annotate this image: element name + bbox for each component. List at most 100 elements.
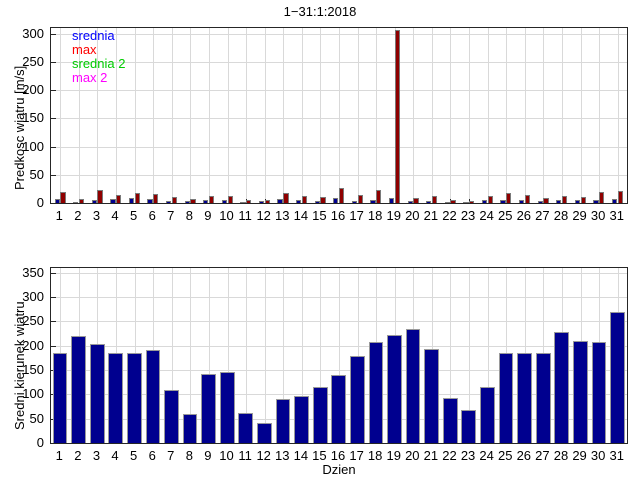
y-axis-tick-label: 300 [22, 289, 44, 305]
bar-Sredni-kierunek-wiatru-day-6 [145, 349, 161, 443]
x-axis-tick-label: 23 [460, 448, 476, 463]
x-axis-tick-label: 25 [497, 208, 513, 223]
x-axis-tick-label: 29 [572, 448, 587, 463]
bar-srednia-day-13 [277, 199, 283, 203]
x-axis-tick-label: 9 [204, 448, 212, 463]
bar-Sredni-kierunek-wiatru-day-12 [257, 423, 272, 443]
x-axis-tick-label: 19 [386, 448, 401, 463]
y-axis-tick-label: 50 [29, 166, 44, 182]
bar-max-day-4 [116, 195, 122, 203]
y-axis-tick-label: 100 [22, 138, 44, 154]
x-axis-tick-label: 20 [405, 208, 420, 223]
bar-max-day-8 [190, 199, 196, 203]
gridline-vertical [302, 268, 303, 443]
wind-speed-legend: srednia max srednia 2 max 2 [72, 29, 125, 85]
x-axis-tick-label: 6 [148, 448, 156, 463]
bar-srednia-day-9 [203, 200, 209, 203]
gridline-vertical [506, 28, 507, 203]
bar-srednia-day-23 [463, 202, 469, 203]
x-axis-tick-label: 14 [293, 208, 309, 223]
bar-max-day-10 [227, 195, 233, 203]
bar-max-day-17 [357, 195, 363, 203]
gridline-vertical [246, 28, 247, 203]
bottom-chart-xlabel: Dzien [322, 462, 356, 477]
bar-max-day-19 [394, 29, 400, 203]
bar-max-day-31 [617, 191, 623, 203]
x-axis-tick-label: 2 [74, 448, 82, 463]
bar-Sredni-kierunek-wiatru-day-17 [349, 356, 365, 443]
bar-Sredni-kierunek-wiatru-day-23 [461, 409, 477, 443]
bar-max-day-23 [469, 201, 475, 203]
bar-Sredni-kierunek-wiatru-day-21 [424, 348, 440, 443]
bar-max-day-22 [450, 200, 456, 203]
bar-srednia-day-30 [593, 199, 599, 203]
bar-Sredni-kierunek-wiatru-day-14 [294, 395, 309, 443]
bar-Sredni-kierunek-wiatru-day-5 [126, 353, 142, 443]
bar-max-day-29 [580, 196, 586, 203]
y-axis-tick-label: 150 [22, 110, 44, 126]
x-axis-tick-label: 13 [275, 448, 290, 463]
x-axis-tick-label: 2 [74, 208, 82, 223]
bar-max-day-20 [413, 198, 419, 203]
x-axis-tick-label: 12 [256, 448, 271, 463]
bar-max-day-27 [543, 197, 549, 203]
bar-max-day-16 [339, 188, 345, 203]
x-axis-tick-label: 19 [386, 208, 401, 223]
bar-Sredni-kierunek-wiatru-day-11 [238, 412, 254, 443]
bar-srednia-day-19 [388, 197, 395, 203]
y-axis-tick-label: 150 [22, 362, 44, 378]
bar-Sredni-kierunek-wiatru-day-2 [71, 335, 86, 443]
gridline-vertical [209, 28, 210, 203]
bar-srednia-day-16 [333, 197, 339, 203]
gridline-vertical [97, 28, 98, 203]
x-axis-tick-label: 29 [572, 208, 587, 223]
x-axis-tick-label: 27 [535, 448, 550, 463]
y-axis-tick-label: 200 [22, 337, 44, 353]
wind-direction-plot-area [51, 268, 627, 443]
bar-srednia-day-11 [240, 201, 246, 203]
x-axis-tick-label: 31 [609, 448, 624, 463]
x-axis-tick-label: 1 [55, 448, 63, 463]
bar-Sredni-kierunek-wiatru-day-13 [275, 399, 291, 443]
bar-srednia-day-3 [91, 199, 97, 203]
bar-srednia-day-7 [166, 200, 172, 203]
bar-Sredni-kierunek-wiatru-day-9 [201, 373, 217, 443]
gridline-vertical [562, 28, 563, 203]
gridline-vertical [60, 28, 61, 203]
x-axis-tick-label: 15 [312, 448, 327, 463]
x-axis-tick-label: 26 [516, 448, 532, 463]
x-axis-tick-label: 12 [256, 208, 271, 223]
gridline-vertical [209, 268, 210, 443]
y-axis-tick-label: 250 [22, 313, 44, 329]
bar-max-day-24 [487, 195, 493, 203]
x-axis-tick-label: 10 [219, 208, 234, 223]
x-axis-tick-label: 8 [185, 208, 193, 223]
x-axis-tick-label: 6 [148, 208, 156, 223]
bar-srednia-day-27 [537, 201, 543, 203]
bar-Sredni-kierunek-wiatru-day-16 [331, 374, 347, 443]
x-axis-tick-label: 11 [238, 448, 252, 463]
bar-max-day-6 [153, 193, 159, 203]
x-axis-tick-label: 9 [204, 208, 212, 223]
gridline-vertical [153, 28, 154, 203]
bar-Sredni-kierunek-wiatru-day-18 [368, 342, 384, 443]
legend-item-srednia-2: srednia 2 [72, 56, 126, 71]
bar-srednia-day-31 [611, 199, 618, 203]
x-axis-tick-label: 17 [349, 208, 364, 223]
gridline-vertical [450, 268, 451, 443]
x-axis-tick-label: 10 [219, 448, 234, 463]
bar-max-day-12 [264, 199, 270, 203]
bar-Sredni-kierunek-wiatru-day-15 [312, 387, 328, 443]
gridline-vertical [172, 28, 173, 203]
gridline-vertical [339, 28, 340, 203]
x-axis-tick-label: 8 [185, 448, 193, 463]
bar-srednia-day-5 [128, 197, 135, 203]
y-axis-tick-label: 0 [36, 435, 44, 450]
x-axis-tick-label: 26 [516, 208, 532, 223]
y-axis-tick [51, 345, 56, 347]
x-axis-tick-label: 7 [167, 448, 175, 463]
x-axis-tick-label: 1 [55, 208, 63, 223]
bar-srednia-day-2 [73, 201, 79, 203]
gridline-vertical [172, 268, 173, 443]
